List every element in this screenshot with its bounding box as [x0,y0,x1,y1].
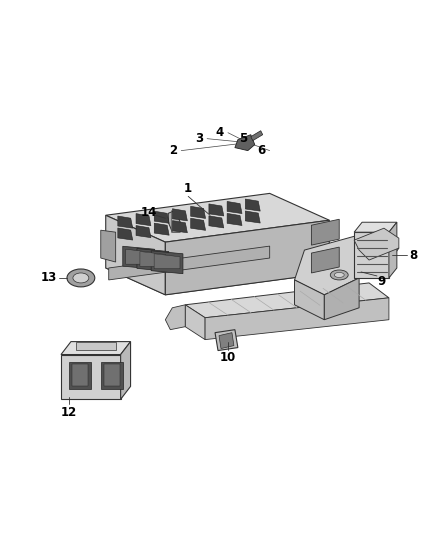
Polygon shape [123,246,155,269]
Polygon shape [109,246,270,280]
Polygon shape [154,211,169,223]
Text: 12: 12 [61,406,77,419]
Polygon shape [106,215,165,295]
Text: 1: 1 [184,182,192,195]
Text: 13: 13 [41,271,57,285]
Polygon shape [101,230,116,262]
Polygon shape [191,218,205,230]
Polygon shape [72,365,88,386]
Polygon shape [219,333,234,349]
Polygon shape [154,223,169,235]
Polygon shape [324,278,359,320]
Polygon shape [140,252,166,266]
Polygon shape [354,232,389,278]
Text: 6: 6 [258,144,266,157]
Polygon shape [173,221,187,233]
Polygon shape [354,222,397,232]
Polygon shape [311,247,339,273]
Polygon shape [227,201,242,214]
Polygon shape [136,225,151,238]
Polygon shape [61,354,120,399]
Polygon shape [311,219,339,245]
Text: 5: 5 [239,132,247,145]
Text: 4: 4 [216,126,224,139]
Polygon shape [104,365,120,386]
Text: 14: 14 [140,206,157,219]
Polygon shape [101,361,123,389]
Polygon shape [245,211,260,223]
Polygon shape [126,249,152,264]
Polygon shape [294,232,399,295]
Polygon shape [227,213,242,225]
Polygon shape [76,342,116,350]
Polygon shape [191,206,205,219]
Polygon shape [294,280,324,320]
Polygon shape [118,216,133,228]
Polygon shape [185,283,389,318]
Polygon shape [209,216,224,228]
Ellipse shape [330,270,348,280]
Polygon shape [168,211,180,232]
Polygon shape [209,204,224,216]
Polygon shape [245,199,260,211]
Polygon shape [389,222,397,278]
Polygon shape [154,254,180,269]
Polygon shape [106,193,329,242]
Ellipse shape [73,273,89,283]
Polygon shape [165,305,185,330]
Text: 2: 2 [169,144,177,157]
Polygon shape [136,214,151,225]
Polygon shape [118,228,133,240]
Text: 10: 10 [220,351,236,364]
Polygon shape [185,305,205,340]
Polygon shape [354,228,399,260]
Polygon shape [205,298,389,340]
Polygon shape [106,246,329,295]
Polygon shape [251,131,263,141]
Text: 8: 8 [410,248,418,262]
Polygon shape [151,251,183,273]
Polygon shape [120,342,131,399]
Ellipse shape [334,272,344,278]
Polygon shape [173,209,187,221]
Text: 3: 3 [195,132,203,145]
Polygon shape [137,248,169,271]
Polygon shape [61,342,131,354]
Polygon shape [235,135,255,151]
Polygon shape [69,361,91,389]
Polygon shape [215,330,238,351]
Text: 9: 9 [378,276,386,288]
Polygon shape [165,220,329,295]
Ellipse shape [67,269,95,287]
